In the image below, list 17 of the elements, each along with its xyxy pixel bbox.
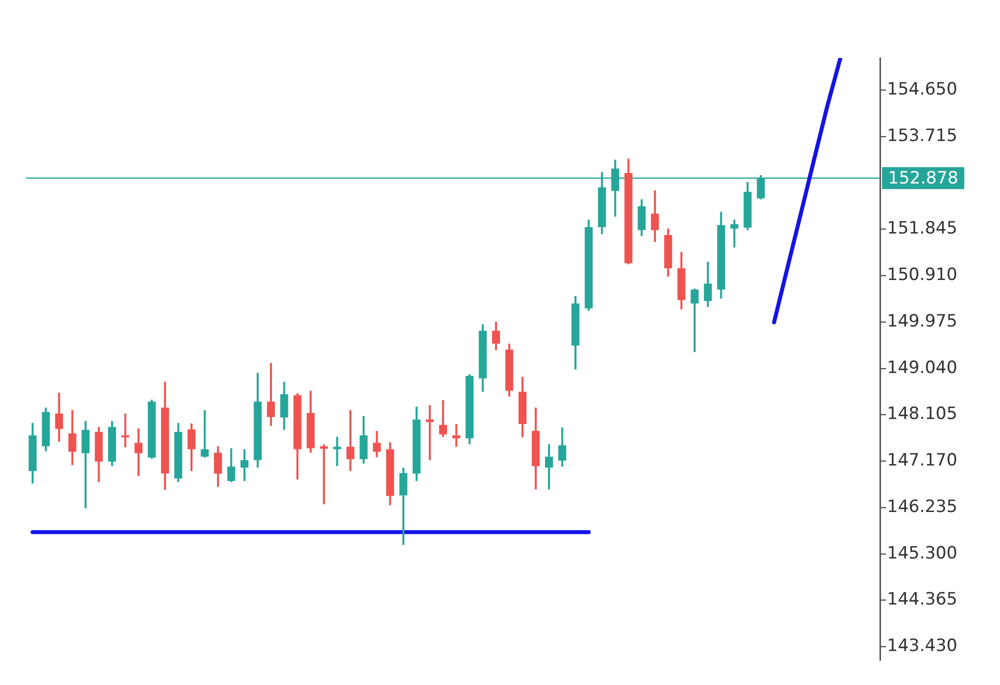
candlestick (320, 444, 328, 504)
y-tick-label: 149.975 (887, 311, 958, 332)
candlestick (121, 414, 130, 448)
y-tick-label: 147.170 (887, 450, 958, 471)
y-tick-label: 146.235 (887, 496, 958, 517)
y-tick-label: 144.365 (887, 590, 958, 610)
y-tick-label: 148.105 (887, 404, 958, 424)
ref-line-label: 152.878 (888, 168, 958, 189)
y-tick-label: 145.300 (887, 543, 958, 564)
candlestick (333, 436, 342, 466)
y-tick-label: 153.715 (887, 126, 958, 146)
y-tick-label: 151.845 (887, 218, 958, 239)
y-tick-label: 154.650 (887, 80, 958, 100)
candlestick (426, 405, 434, 460)
y-tick-label: 150.910 (887, 265, 958, 286)
y-tick-label: 143.430 (887, 636, 958, 656)
y-tick-label: 149.040 (887, 358, 958, 378)
